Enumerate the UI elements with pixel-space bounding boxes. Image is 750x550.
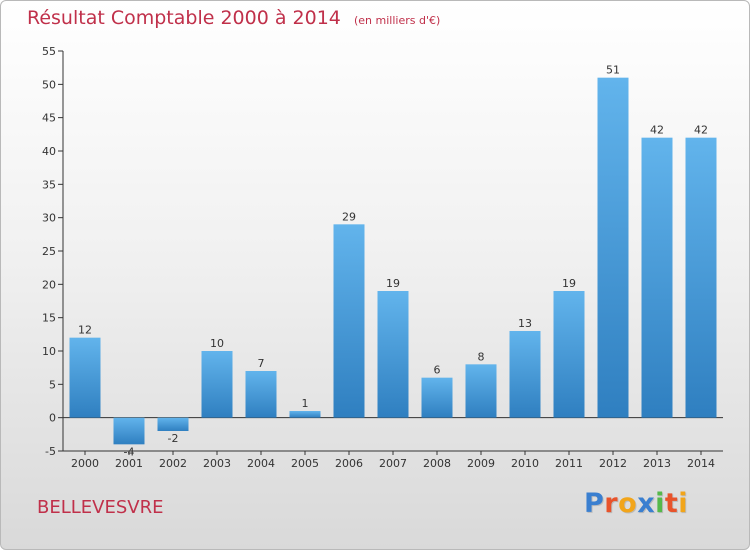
bar-2007 [377,291,409,418]
value-label-2012: 51 [606,64,620,77]
x-tick-label-2007: 2007 [379,457,407,470]
y-tick-label: 45 [42,112,56,125]
y-tick-label: 55 [42,45,56,58]
data-labels: 12 -4 -2 10 7 1 29 19 6 8 13 19 51 42 42 [78,64,708,459]
value-label-2013: 42 [650,124,664,137]
x-tick-label-2002: 2002 [159,457,187,470]
bar-2003 [201,351,233,418]
chart-title: Résultat Comptable 2000 à 2014 [27,7,341,29]
x-tick-label-2005: 2005 [291,457,319,470]
x-tick-label-2006: 2006 [335,457,363,470]
value-label-2009: 8 [478,350,485,363]
value-label-2010: 13 [518,317,532,330]
y-tick-label: 20 [42,278,56,291]
commune-name: BELLEVESVRE [37,497,164,518]
x-tick-label-2009: 2009 [467,457,495,470]
value-label-2002: -2 [168,432,179,445]
bar-2009 [465,364,497,418]
y-tick-label: 0 [49,412,56,425]
x-tick-label-2001: 2001 [115,457,143,470]
y-tick-label: -5 [45,445,56,458]
bar-2001 [113,417,145,445]
y-tick-label: 50 [42,78,56,91]
bar-2004 [245,371,277,418]
bar-2014 [685,137,717,418]
logo-letter: P [584,488,605,519]
bar-2012 [597,77,629,418]
bar-2013 [641,137,673,418]
y-tick-label: 5 [49,378,56,391]
logo-letter: o [618,488,638,519]
x-tick-label-2013: 2013 [643,457,671,470]
bar-2002 [157,417,189,431]
chart-title-block: Résultat Comptable 2000 à 2014 (en milli… [27,7,440,29]
y-tick-label: 40 [42,145,56,158]
bar-2011 [553,291,585,418]
value-label-2001: -4 [124,445,135,458]
logo-letter: i [655,488,665,519]
bar-2010 [509,331,541,418]
x-tick-label-2000: 2000 [71,457,99,470]
bar-2008 [421,377,453,418]
bar-2000 [69,337,101,418]
value-label-2004: 7 [258,357,265,370]
x-tick-label-2012: 2012 [599,457,627,470]
y-tick-label: 15 [42,312,56,325]
logo-letter: x [637,488,656,519]
y-tick-label: 35 [42,178,56,191]
y-tick-label: 10 [42,345,56,358]
y-tick-label: 30 [42,212,56,225]
value-label-2011: 19 [562,277,576,290]
value-label-2000: 12 [78,324,92,337]
value-label-2008: 6 [434,364,441,377]
bar-2005 [289,411,321,418]
value-label-2007: 19 [386,277,400,290]
value-label-2014: 42 [694,124,708,137]
x-tick-label-2003: 2003 [203,457,231,470]
x-tick-label-2008: 2008 [423,457,451,470]
logo-letter: r [604,488,619,519]
chart-subtitle: (en milliers d'€) [353,14,441,27]
logo-letter: i [678,488,689,519]
x-tick-label-2011: 2011 [555,457,583,470]
bar-2006 [333,224,365,418]
value-label-2003: 10 [210,337,224,350]
x-tick-label-2014: 2014 [687,457,715,470]
bars [69,77,717,445]
value-label-2006: 29 [342,210,356,223]
y-tick-label: 25 [42,245,56,258]
logo-letter: t [664,488,679,519]
x-tick-label-2010: 2010 [511,457,539,470]
x-tick-label-2004: 2004 [247,457,275,470]
proxiti-logo: Proxiti [584,488,688,519]
value-label-2005: 1 [302,397,309,410]
